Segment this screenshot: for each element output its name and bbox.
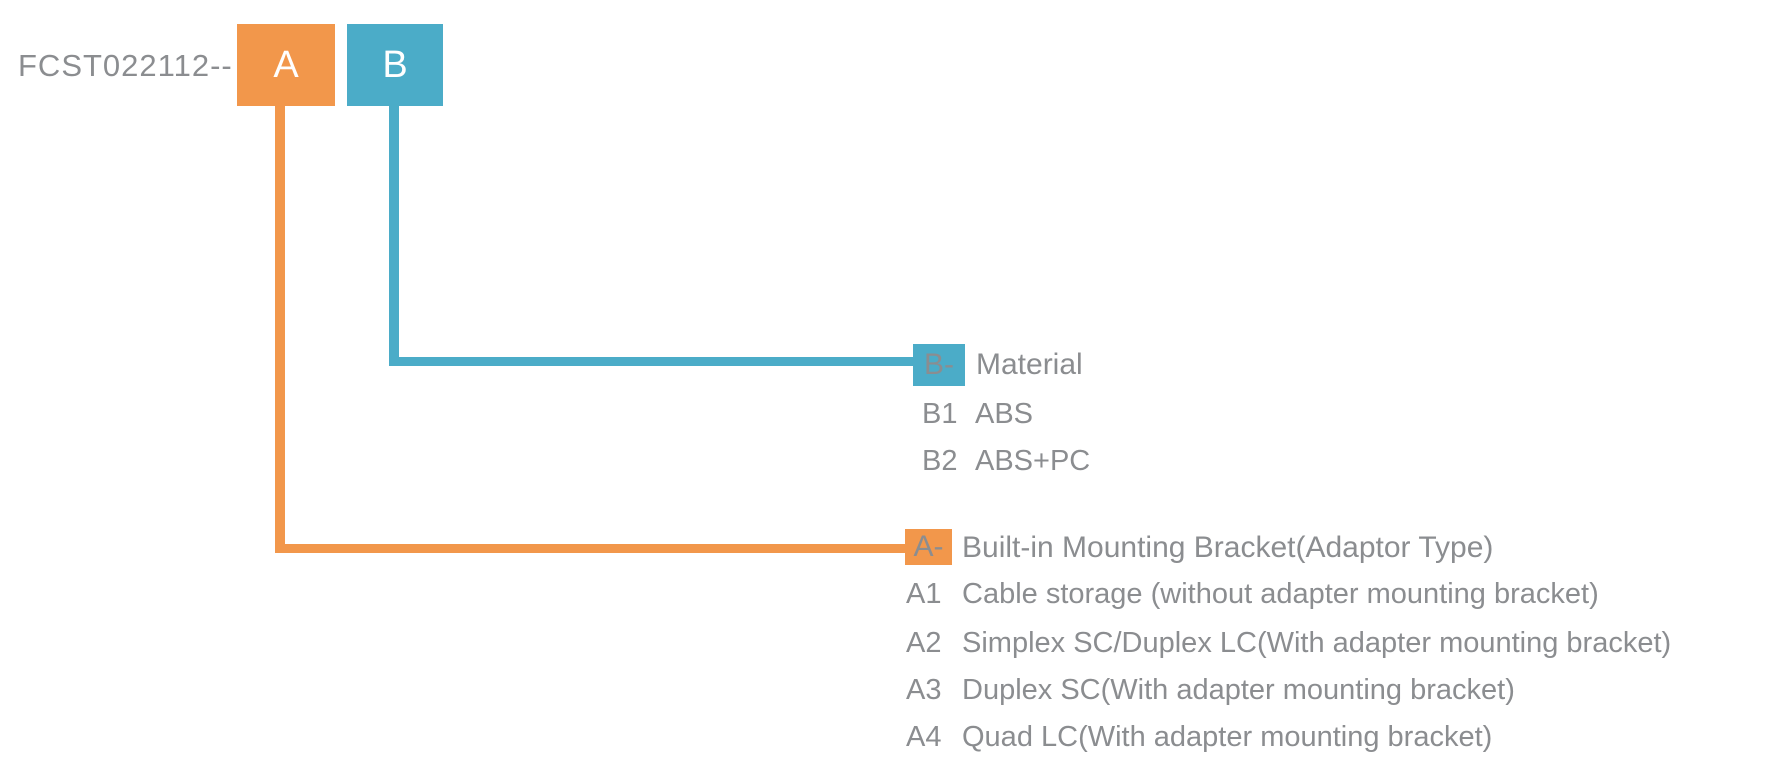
option-b1-label: ABS [975,398,1034,430]
option-row-a1: A1 Cable storage (without adapter mounti… [906,576,1599,612]
section-a-title: Built-in Mounting Bracket(Adaptor Type) [962,531,1494,564]
option-a2-label: Simplex SC/Duplex LC(With adapter mounti… [962,627,1672,659]
option-b2-label: ABS+PC [975,445,1091,477]
option-row-b2: B2 ABS+PC [922,443,1090,479]
option-a4-code: A4 [906,721,942,753]
code-box-b: B [347,24,443,106]
section-a-chip-label: A- [913,530,944,563]
option-a1-code: A1 [906,578,942,610]
section-b-chip: B- [913,344,965,386]
option-a2-code: A2 [906,627,942,659]
option-b2-code: B2 [922,445,958,477]
part-number-label: FCST022112-- [18,48,233,83]
code-box-a: A [237,24,335,106]
option-b1-code: B1 [922,398,958,430]
section-a-chip: A- [905,529,952,565]
option-row-a4: A4 Quad LC(With adapter mounting bracket… [906,719,1492,755]
option-row-a3: A3 Duplex SC(With adapter mounting brack… [906,672,1515,708]
option-a3-label: Duplex SC(With adapter mounting bracket) [962,674,1515,706]
option-a1-label: Cable storage (without adapter mounting … [962,578,1599,610]
connector-b-vertical [389,106,399,366]
option-row-a2: A2 Simplex SC/Duplex LC(With adapter mou… [906,625,1671,661]
section-b-title: Material [976,348,1083,381]
section-b-chip-label: B- [924,348,954,381]
option-a3-code: A3 [906,674,942,706]
connector-b-horizontal [389,357,916,366]
option-a4-label: Quad LC(With adapter mounting bracket) [962,721,1493,753]
connector-a-horizontal [275,544,909,553]
code-box-b-letter: B [382,43,408,86]
code-box-a-letter: A [273,43,299,86]
connector-a-vertical [275,106,285,553]
option-row-b1: B1 ABS [922,396,1033,432]
